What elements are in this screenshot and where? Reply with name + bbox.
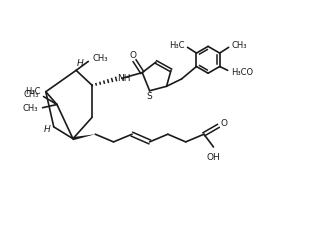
Text: H: H (43, 125, 50, 134)
Text: NH: NH (117, 74, 130, 83)
Text: O: O (221, 119, 228, 128)
Text: CH₃: CH₃ (23, 104, 38, 113)
Text: CH₃: CH₃ (93, 54, 108, 63)
Text: OH: OH (207, 153, 220, 162)
Text: S: S (146, 92, 152, 101)
Text: CH₃: CH₃ (231, 41, 247, 50)
Text: H₃CO: H₃CO (231, 68, 253, 77)
Text: H₃C: H₃C (26, 87, 41, 96)
Text: H: H (77, 59, 83, 68)
Text: O: O (130, 52, 137, 61)
Text: H₃C: H₃C (169, 40, 184, 50)
Text: CH₃: CH₃ (24, 90, 39, 99)
Polygon shape (73, 134, 95, 140)
